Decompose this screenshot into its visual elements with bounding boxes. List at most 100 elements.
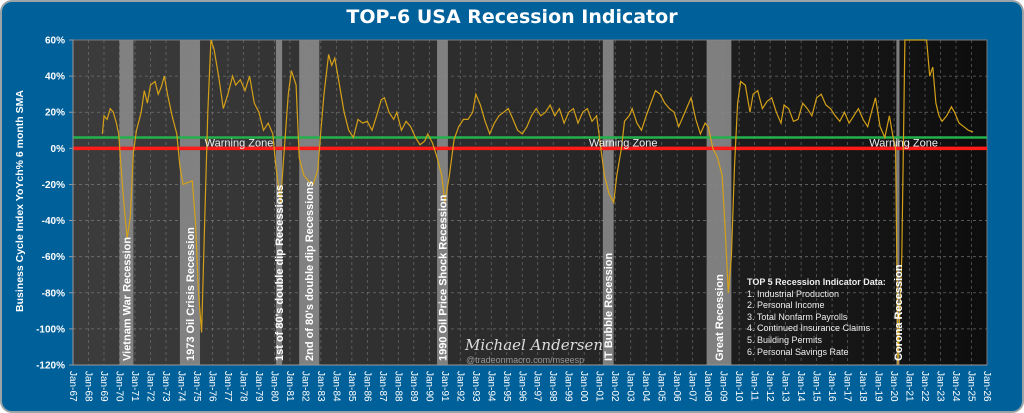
- x-tick-label: Jan-96: [516, 371, 527, 402]
- x-tick-label: Jan-99: [563, 371, 574, 402]
- x-tick-label: Jan-00: [578, 371, 589, 402]
- x-tick-label: Jan-74: [175, 371, 186, 402]
- recession-band: [179, 40, 201, 365]
- x-tick-label: Jan-06: [671, 371, 682, 402]
- y-tick-label: -80%: [42, 288, 65, 299]
- x-tick-label: Jan-21: [904, 371, 915, 402]
- x-tick-label: Jan-14: [795, 371, 806, 402]
- recession-band: [896, 40, 900, 365]
- x-tick-label: Jan-25: [966, 371, 977, 402]
- y-tick-label: -20%: [42, 180, 65, 191]
- x-tick-label: Jan-03: [625, 371, 636, 402]
- y-tick-label: -40%: [42, 216, 65, 227]
- chart-title: TOP-6 USA Recession Indicator: [346, 6, 678, 28]
- x-tick-label: Jan-97: [532, 371, 543, 402]
- x-tick-label: Jan-83: [315, 371, 326, 402]
- y-tick-label: 60%: [45, 36, 65, 47]
- x-tick-label: Jan-81: [284, 371, 295, 402]
- x-tick-label: Jan-05: [656, 371, 667, 402]
- legend-item: 3. Total Nonfarm Payrolls: [747, 311, 848, 322]
- x-tick-label: Jan-68: [82, 371, 93, 402]
- recession-label: 2nd of 80's double dip Recessions: [304, 181, 316, 361]
- x-tick-label: Jan-09: [718, 371, 729, 402]
- y-tick-label: 20%: [45, 108, 65, 119]
- x-tick-label: Jan-78: [237, 371, 248, 402]
- legend-item: 4. Continued Insurance Claims: [747, 323, 871, 334]
- x-tick-label: Jan-15: [811, 371, 822, 402]
- x-tick-label: Jan-12: [764, 371, 775, 402]
- y-tick-label: 40%: [45, 72, 65, 83]
- x-tick-label: Jan-16: [826, 371, 837, 402]
- recession-band: [437, 40, 448, 365]
- x-tick-label: Jan-17: [842, 371, 853, 402]
- x-tick-label: Jan-84: [330, 371, 341, 402]
- x-tick-label: Jan-73: [160, 371, 171, 402]
- x-tick-label: Jan-24: [950, 371, 961, 402]
- x-tick-label: Jan-18: [857, 371, 868, 402]
- warning-zone-label: Warning Zone: [869, 137, 938, 149]
- x-tick-label: Jan-23: [935, 371, 946, 402]
- recession-band: [275, 40, 283, 365]
- x-tick-label: Jan-10: [733, 371, 744, 402]
- x-tick-label: Jan-08: [702, 371, 713, 402]
- x-tick-label: Jan-89: [408, 371, 419, 402]
- x-tick-label: Jan-95: [501, 371, 512, 402]
- x-tick-label: Jan-90: [423, 371, 434, 402]
- x-tick-label: Jan-71: [129, 371, 140, 402]
- x-tick-label: Jan-86: [361, 371, 372, 402]
- x-tick-label: Jan-13: [780, 371, 791, 402]
- legend-title: TOP 5 Recession Indicator Data:: [747, 277, 886, 287]
- x-tick-label: Jan-11: [749, 371, 760, 401]
- recession-label: 1st of 80's double dip Recessions: [274, 185, 286, 361]
- x-tick-label: Jan-67: [67, 371, 78, 402]
- recession-band: [706, 40, 732, 365]
- x-tick-label: Jan-22: [919, 371, 930, 402]
- x-tick-label: Jan-07: [687, 371, 698, 402]
- x-tick-label: Jan-26: [981, 371, 992, 402]
- legend-item: 5. Building Permits: [747, 334, 823, 345]
- y-tick-label: -60%: [42, 252, 65, 263]
- warning-zone-label: Warning Zone: [589, 137, 658, 149]
- recession-label: Vietnam War Recession: [121, 237, 133, 361]
- series-line: [101, 39, 974, 366]
- x-tick-label: Jan-77: [222, 371, 233, 402]
- y-tick-label: 0%: [51, 144, 66, 155]
- recession-label: 1973 Oil Crisis Recession: [185, 227, 197, 361]
- author-signature: Michael Andersen: [465, 336, 603, 354]
- x-tick-label: Jan-70: [113, 371, 124, 402]
- x-tick-label: Jan-04: [640, 371, 651, 402]
- x-tick-label: Jan-02: [609, 371, 620, 402]
- x-tick-label: Jan-20: [888, 371, 899, 402]
- recession-label: IT Bubble Recession: [603, 253, 615, 361]
- recession-band: [119, 40, 134, 365]
- y-tick-label: -100%: [36, 324, 65, 335]
- x-tick-label: Jan-75: [191, 371, 202, 402]
- x-tick-label: Jan-85: [346, 371, 357, 402]
- plot-area: [72, 39, 988, 366]
- x-tick-label: Jan-87: [377, 371, 388, 402]
- author-site: @tradeonmacro.com/mseesp: [466, 355, 585, 365]
- x-tick-label: Jan-19: [873, 371, 884, 402]
- x-tick-label: Jan-93: [470, 371, 481, 402]
- x-tick-label: Jan-80: [268, 371, 279, 402]
- x-tick-label: Jan-91: [439, 371, 450, 402]
- legend-item: 6. Personal Savings Rate: [747, 346, 849, 357]
- x-tick-label: Jan-79: [253, 371, 264, 402]
- x-tick-label: Jan-01: [594, 371, 605, 402]
- x-tick-label: Jan-98: [547, 371, 558, 402]
- recession-label: Great Recession: [714, 274, 726, 361]
- recession-band: [602, 40, 614, 365]
- x-tick-label: Jan-69: [98, 371, 109, 402]
- x-tick-label: Jan-72: [144, 371, 155, 402]
- x-tick-label: Jan-82: [299, 371, 310, 402]
- recession-label: 1990 Oil Price Shock Recession: [437, 194, 449, 361]
- x-tick-label: Jan-92: [454, 371, 465, 402]
- legend-item: 1. Industrial Production: [747, 288, 840, 299]
- x-tick-label: Jan-88: [392, 371, 403, 402]
- indicator-legend: TOP 5 Recession Indicator Data: 1. Indus…: [747, 277, 886, 358]
- y-tick-label: -120%: [36, 361, 65, 372]
- recession-label: Corona Recession: [893, 264, 905, 361]
- x-tick-label: Jan-76: [206, 371, 217, 402]
- legend-item: 2. Personal Income: [747, 300, 825, 311]
